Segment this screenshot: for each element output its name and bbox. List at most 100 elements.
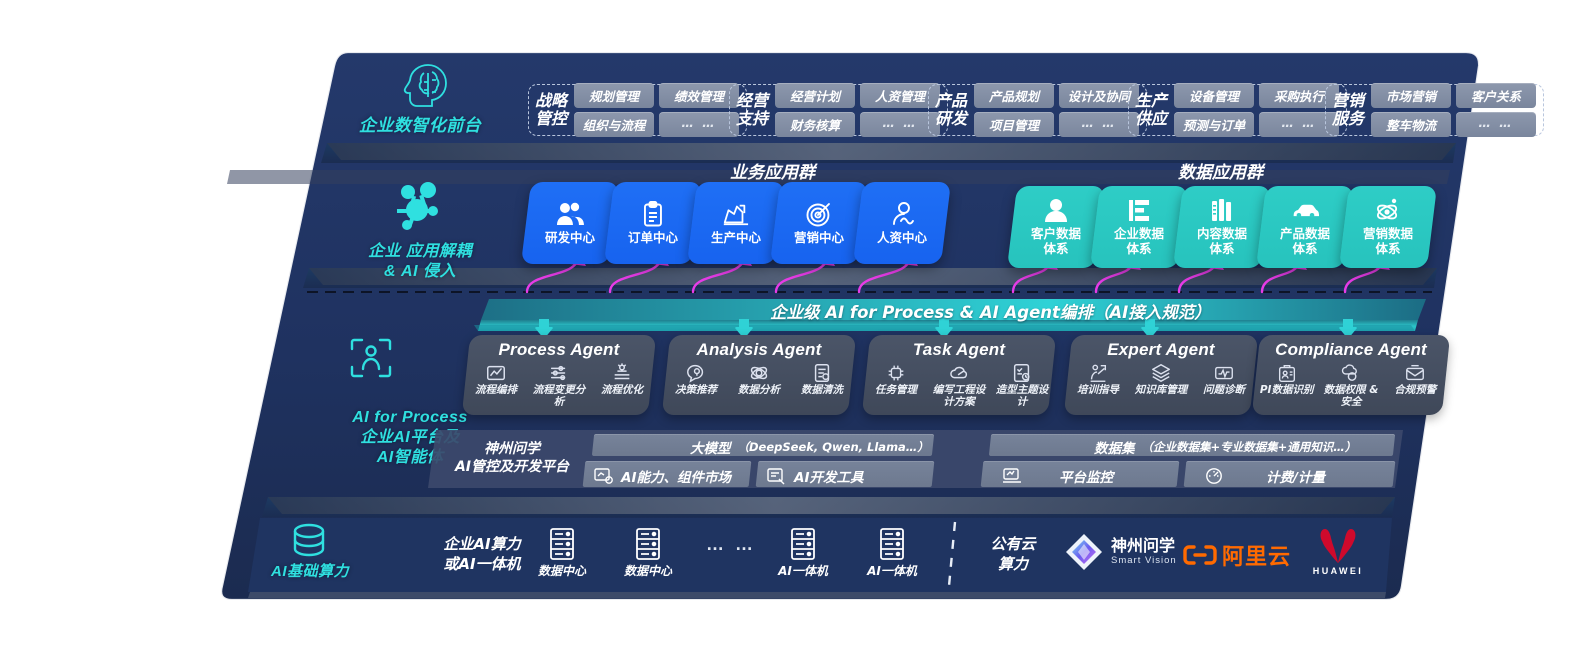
domain-cell[interactable]: 财务核算 — [775, 112, 856, 137]
app-card-marketing-center[interactable]: 营销中心 — [769, 182, 869, 264]
agent-card-process[interactable]: Process Agent 流程编排 流程变更分析 — [461, 335, 657, 415]
infra-node-label: AI一体机 — [778, 564, 828, 578]
domain-cell-more[interactable]: … … — [1259, 112, 1340, 137]
atom-gear-icon — [750, 366, 768, 380]
domain-cells: 产品规划 设计及协同 项目管理 … … — [974, 83, 1140, 137]
domain-group-rnd[interactable]: 产品 研发 产品规划 设计及协同 项目管理 … … — [928, 83, 1148, 137]
agent-item[interactable]: 决策推荐 — [666, 362, 726, 397]
agent-card-analysis[interactable]: Analysis Agent 决策推荐 数据分析 — [661, 335, 857, 415]
domain-cell[interactable]: 市场营销 — [1371, 83, 1452, 108]
agent-item[interactable]: 造型主题设计 — [992, 362, 1052, 408]
smartvision-logo — [1066, 534, 1102, 570]
shield-cloud-icon — [1341, 364, 1357, 381]
vendor-name-cn: 神州问学 — [1111, 536, 1176, 556]
agent-item[interactable]: 培训指导 — [1068, 362, 1128, 397]
infra-node-label: 数据中心 — [537, 564, 586, 578]
agent-title: Compliance Agent — [1275, 340, 1427, 359]
data-card-label: 企业数据 体系 — [1113, 226, 1164, 256]
domain-cell[interactable]: 组织与流程 — [574, 112, 655, 137]
agent-item[interactable]: 流程编排 — [466, 362, 526, 397]
domain-group-marketing[interactable]: 营销 服务 市场营销 客户关系 整车物流 … … — [1325, 83, 1545, 137]
vendor-smartvision[interactable]: 神州问学 Smart Vision — [1063, 531, 1177, 573]
rail-label-apps: 企业 应用解耦 & AI 侵入 — [368, 243, 472, 280]
domain-cell[interactable]: 设备管理 — [1174, 83, 1255, 108]
infra-node-label: 数据中心 — [623, 564, 672, 578]
infra-node-datacenter-2[interactable]: 数据中心 — [619, 527, 677, 579]
domain-cell[interactable]: 项目管理 — [974, 112, 1055, 137]
agent-item[interactable]: 问题诊断 — [1194, 362, 1254, 397]
agent-item-label: PI数据识别 — [1259, 384, 1314, 396]
rail-label-front: 企业数智化前台 — [358, 116, 482, 135]
factory-icon — [723, 204, 749, 225]
data-card-label: 营销数据 体系 — [1362, 226, 1413, 256]
market-icon — [594, 468, 613, 484]
domain-cell[interactable]: 整车物流 — [1371, 112, 1452, 137]
domain-cell[interactable]: 预测与订单 — [1174, 112, 1255, 137]
app-card-production-center[interactable]: 生产中心 — [686, 182, 786, 264]
domain-cell[interactable]: 客户关系 — [1456, 83, 1537, 108]
orchestration-bar-label: 企业级 AI for Process & AI Agent编排（AI接入规范） — [770, 303, 1211, 322]
agent-item[interactable]: 合规预警 — [1385, 362, 1446, 397]
data-card-product[interactable]: 产品数据 体系 — [1255, 186, 1355, 268]
server-icon — [636, 528, 660, 560]
agent-card-expert[interactable]: Expert Agent 培训指导 知识库管理 — [1063, 335, 1259, 415]
platform-bar-llm-text: 大模型 （DeepSeek, Qwen, Llama…） — [690, 440, 929, 457]
domain-cell[interactable]: 人资管理 — [860, 83, 941, 108]
domain-cell-more[interactable]: … … — [860, 112, 941, 137]
infra-node-datacenter-1[interactable]: 数据中心 — [533, 527, 591, 579]
agent-card-compliance[interactable]: Compliance Agent PI数据识别 数据权限 & 安全 — [1251, 335, 1451, 415]
vendor-alibabacloud[interactable]: 阿里云 — [1183, 539, 1291, 571]
agent-title: Analysis Agent — [696, 340, 822, 359]
data-card-customer[interactable]: 客户数据 体系 — [1006, 186, 1106, 268]
domain-cell-more[interactable]: … … — [1456, 112, 1537, 137]
target-icon — [806, 202, 830, 227]
vendor-huawei[interactable]: HUAWEI — [1310, 527, 1366, 576]
data-card-label: 客户数据 体系 — [1030, 226, 1081, 256]
infra-node-aibox-1[interactable]: AI一体机 — [774, 527, 832, 579]
domain-cell[interactable]: 规划管理 — [574, 83, 655, 108]
app-card-rnd-center[interactable]: 研发中心 — [520, 182, 620, 264]
infra-node-aibox-2[interactable]: AI一体机 — [863, 527, 921, 579]
app-card-hr-center[interactable]: 人资中心 — [852, 182, 952, 264]
domain-cell-more[interactable]: … … — [659, 112, 740, 137]
domain-cell-more[interactable]: … … — [1059, 112, 1140, 137]
app-card-label: 人资中心 — [876, 229, 927, 245]
vendor-name-en: HUAWEI — [1312, 566, 1364, 576]
domain-cells: 规划管理 绩效管理 组织与流程 … … — [574, 83, 740, 137]
agent-item[interactable]: PI数据识别 — [1256, 362, 1317, 397]
platform-bar-billing-text: 计费/计量 — [1205, 466, 1325, 486]
domain-cell[interactable]: 产品规划 — [974, 83, 1055, 108]
app-card-label: 订单中心 — [627, 229, 678, 245]
agent-item[interactable]: 编写工程设计方案 — [929, 362, 989, 408]
user-icon — [1044, 199, 1067, 223]
gear-stack-icon — [614, 363, 630, 380]
data-card-marketing[interactable]: 营销数据 体系 — [1338, 186, 1438, 268]
domain-group-operations[interactable]: 经营 支持 经营计划 人资管理 财务核算 … … — [729, 83, 949, 137]
agent-item[interactable]: 流程优化 — [592, 362, 652, 397]
domain-cell[interactable]: 绩效管理 — [659, 83, 740, 108]
devtool-icon — [767, 468, 785, 485]
agent-item-label: 任务管理 — [875, 384, 917, 396]
domain-cell[interactable]: 经营计划 — [775, 83, 856, 108]
data-card-enterprise[interactable]: 企业数据 体系 — [1089, 186, 1189, 268]
agent-item-label: 数据清洗 — [801, 384, 843, 396]
app-card-label: 营销中心 — [793, 229, 844, 245]
domain-group-supply[interactable]: 生产 供应 设备管理 采购执行 预测与订单 … … — [1128, 83, 1348, 137]
agent-card-task[interactable]: Task Agent 任务管理 编写工程设计方案 — [861, 335, 1057, 415]
domain-group-strategy[interactable]: 战略 管控 规划管理 绩效管理 组织与流程 … … — [528, 83, 748, 137]
domain-cells: 市场营销 客户关系 整车物流 … … — [1371, 83, 1537, 137]
agent-item[interactable]: 知识库管理 — [1131, 362, 1191, 397]
agent-item[interactable]: 数据清洗 — [792, 362, 852, 397]
agent-item[interactable]: 任务管理 — [866, 362, 926, 397]
data-card-content[interactable]: 内容数据 体系 — [1172, 186, 1272, 268]
agent-item[interactable]: 数据权限 & 安全 — [1320, 362, 1381, 408]
domain-title: 经营 支持 — [736, 91, 769, 128]
bars-icon — [1211, 199, 1231, 222]
agent-item[interactable]: 流程变更分析 — [529, 362, 589, 408]
app-card-order-center[interactable]: 订单中心 — [603, 182, 703, 264]
domain-cell[interactable]: 设计及协同 — [1059, 83, 1140, 108]
agent-item[interactable]: 数据分析 — [729, 362, 789, 397]
person-scan-icon — [350, 338, 392, 378]
doc-clock-icon — [1013, 364, 1030, 382]
flow-chart-icon — [487, 365, 505, 381]
